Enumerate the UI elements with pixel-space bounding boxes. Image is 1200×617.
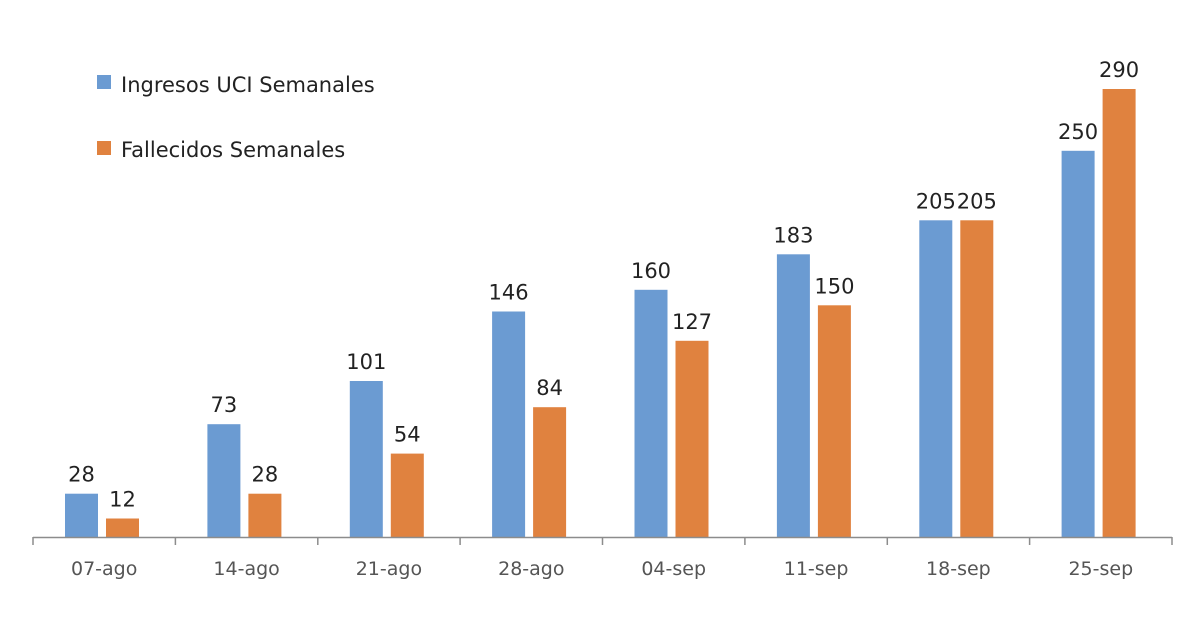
data-label-ingresos-18-sep: 205 bbox=[916, 189, 956, 213]
legend: Ingresos UCI Semanales Fallecidos Semana… bbox=[97, 73, 375, 162]
x-tick-label-11-sep: 11-sep bbox=[784, 558, 849, 580]
bar-ingresos-04-sep bbox=[634, 289, 668, 537]
data-label-fallecidos-14-ago: 28 bbox=[252, 463, 279, 487]
bar-ingresos-21-ago bbox=[349, 381, 383, 537]
x-tick-label-18-sep: 18-sep bbox=[926, 558, 991, 580]
bar-ingresos-28-ago bbox=[492, 311, 526, 537]
bar-ingresos-11-sep bbox=[776, 254, 810, 538]
data-label-ingresos-14-ago: 73 bbox=[211, 393, 238, 417]
data-label-ingresos-25-sep: 250 bbox=[1058, 120, 1098, 144]
x-tick-label-28-ago: 28-ago bbox=[498, 558, 564, 580]
data-label-fallecidos-21-ago: 54 bbox=[394, 423, 421, 447]
x-tick-label-04-sep: 04-sep bbox=[641, 558, 706, 580]
bar-fallecidos-14-ago bbox=[248, 493, 282, 537]
x-axis: 07-ago 14-ago 21-ago 28-ago 04-sep 11-sep 18-s… bbox=[32, 536, 1173, 580]
data-label-fallecidos-07-ago: 12 bbox=[109, 488, 136, 512]
x-tick-label-07-ago: 07-ago bbox=[71, 558, 137, 580]
data-label-fallecidos-11-sep: 150 bbox=[814, 274, 854, 298]
legend-label-fallecidos: Fallecidos Semanales bbox=[121, 138, 345, 162]
data-label-ingresos-04-sep: 160 bbox=[631, 259, 671, 283]
x-tick-label-25-sep: 25-sep bbox=[1068, 558, 1133, 580]
data-label-ingresos-11-sep: 183 bbox=[773, 223, 813, 247]
bar-fallecidos-11-sep bbox=[817, 305, 851, 537]
legend-label-ingresos: Ingresos UCI Semanales bbox=[121, 73, 375, 97]
data-label-fallecidos-25-sep: 290 bbox=[1099, 58, 1139, 82]
bars bbox=[65, 89, 1136, 538]
bar-fallecidos-28-ago bbox=[533, 407, 567, 537]
data-label-ingresos-28-ago: 146 bbox=[489, 281, 529, 305]
data-labels: 28 12 73 28 101 54 146 84 160 127 183 150 205 205 250 2… bbox=[68, 58, 1139, 512]
bar-ingresos-14-ago bbox=[207, 424, 241, 537]
bar-fallecidos-25-sep bbox=[1102, 89, 1136, 537]
x-tick-label-14-ago: 14-ago bbox=[213, 558, 279, 580]
legend-swatch-fallecidos bbox=[97, 141, 111, 155]
data-label-fallecidos-04-sep: 127 bbox=[672, 310, 712, 334]
legend-swatch-ingresos bbox=[97, 75, 111, 89]
bar-fallecidos-04-sep bbox=[675, 340, 709, 537]
bar-ingresos-07-ago bbox=[65, 493, 98, 537]
data-label-ingresos-07-ago: 28 bbox=[68, 463, 95, 487]
bar-ingresos-25-sep bbox=[1061, 150, 1095, 538]
bar-ingresos-18-sep bbox=[919, 220, 953, 538]
data-label-fallecidos-18-sep: 205 bbox=[957, 189, 997, 213]
data-label-fallecidos-28-ago: 84 bbox=[536, 376, 563, 400]
bar-fallecidos-07-ago bbox=[106, 518, 139, 537]
x-tick-label-21-ago: 21-ago bbox=[356, 558, 422, 580]
bar-fallecidos-21-ago bbox=[390, 453, 424, 537]
data-label-ingresos-21-ago: 101 bbox=[346, 350, 386, 374]
bar-fallecidos-18-sep bbox=[960, 220, 994, 538]
